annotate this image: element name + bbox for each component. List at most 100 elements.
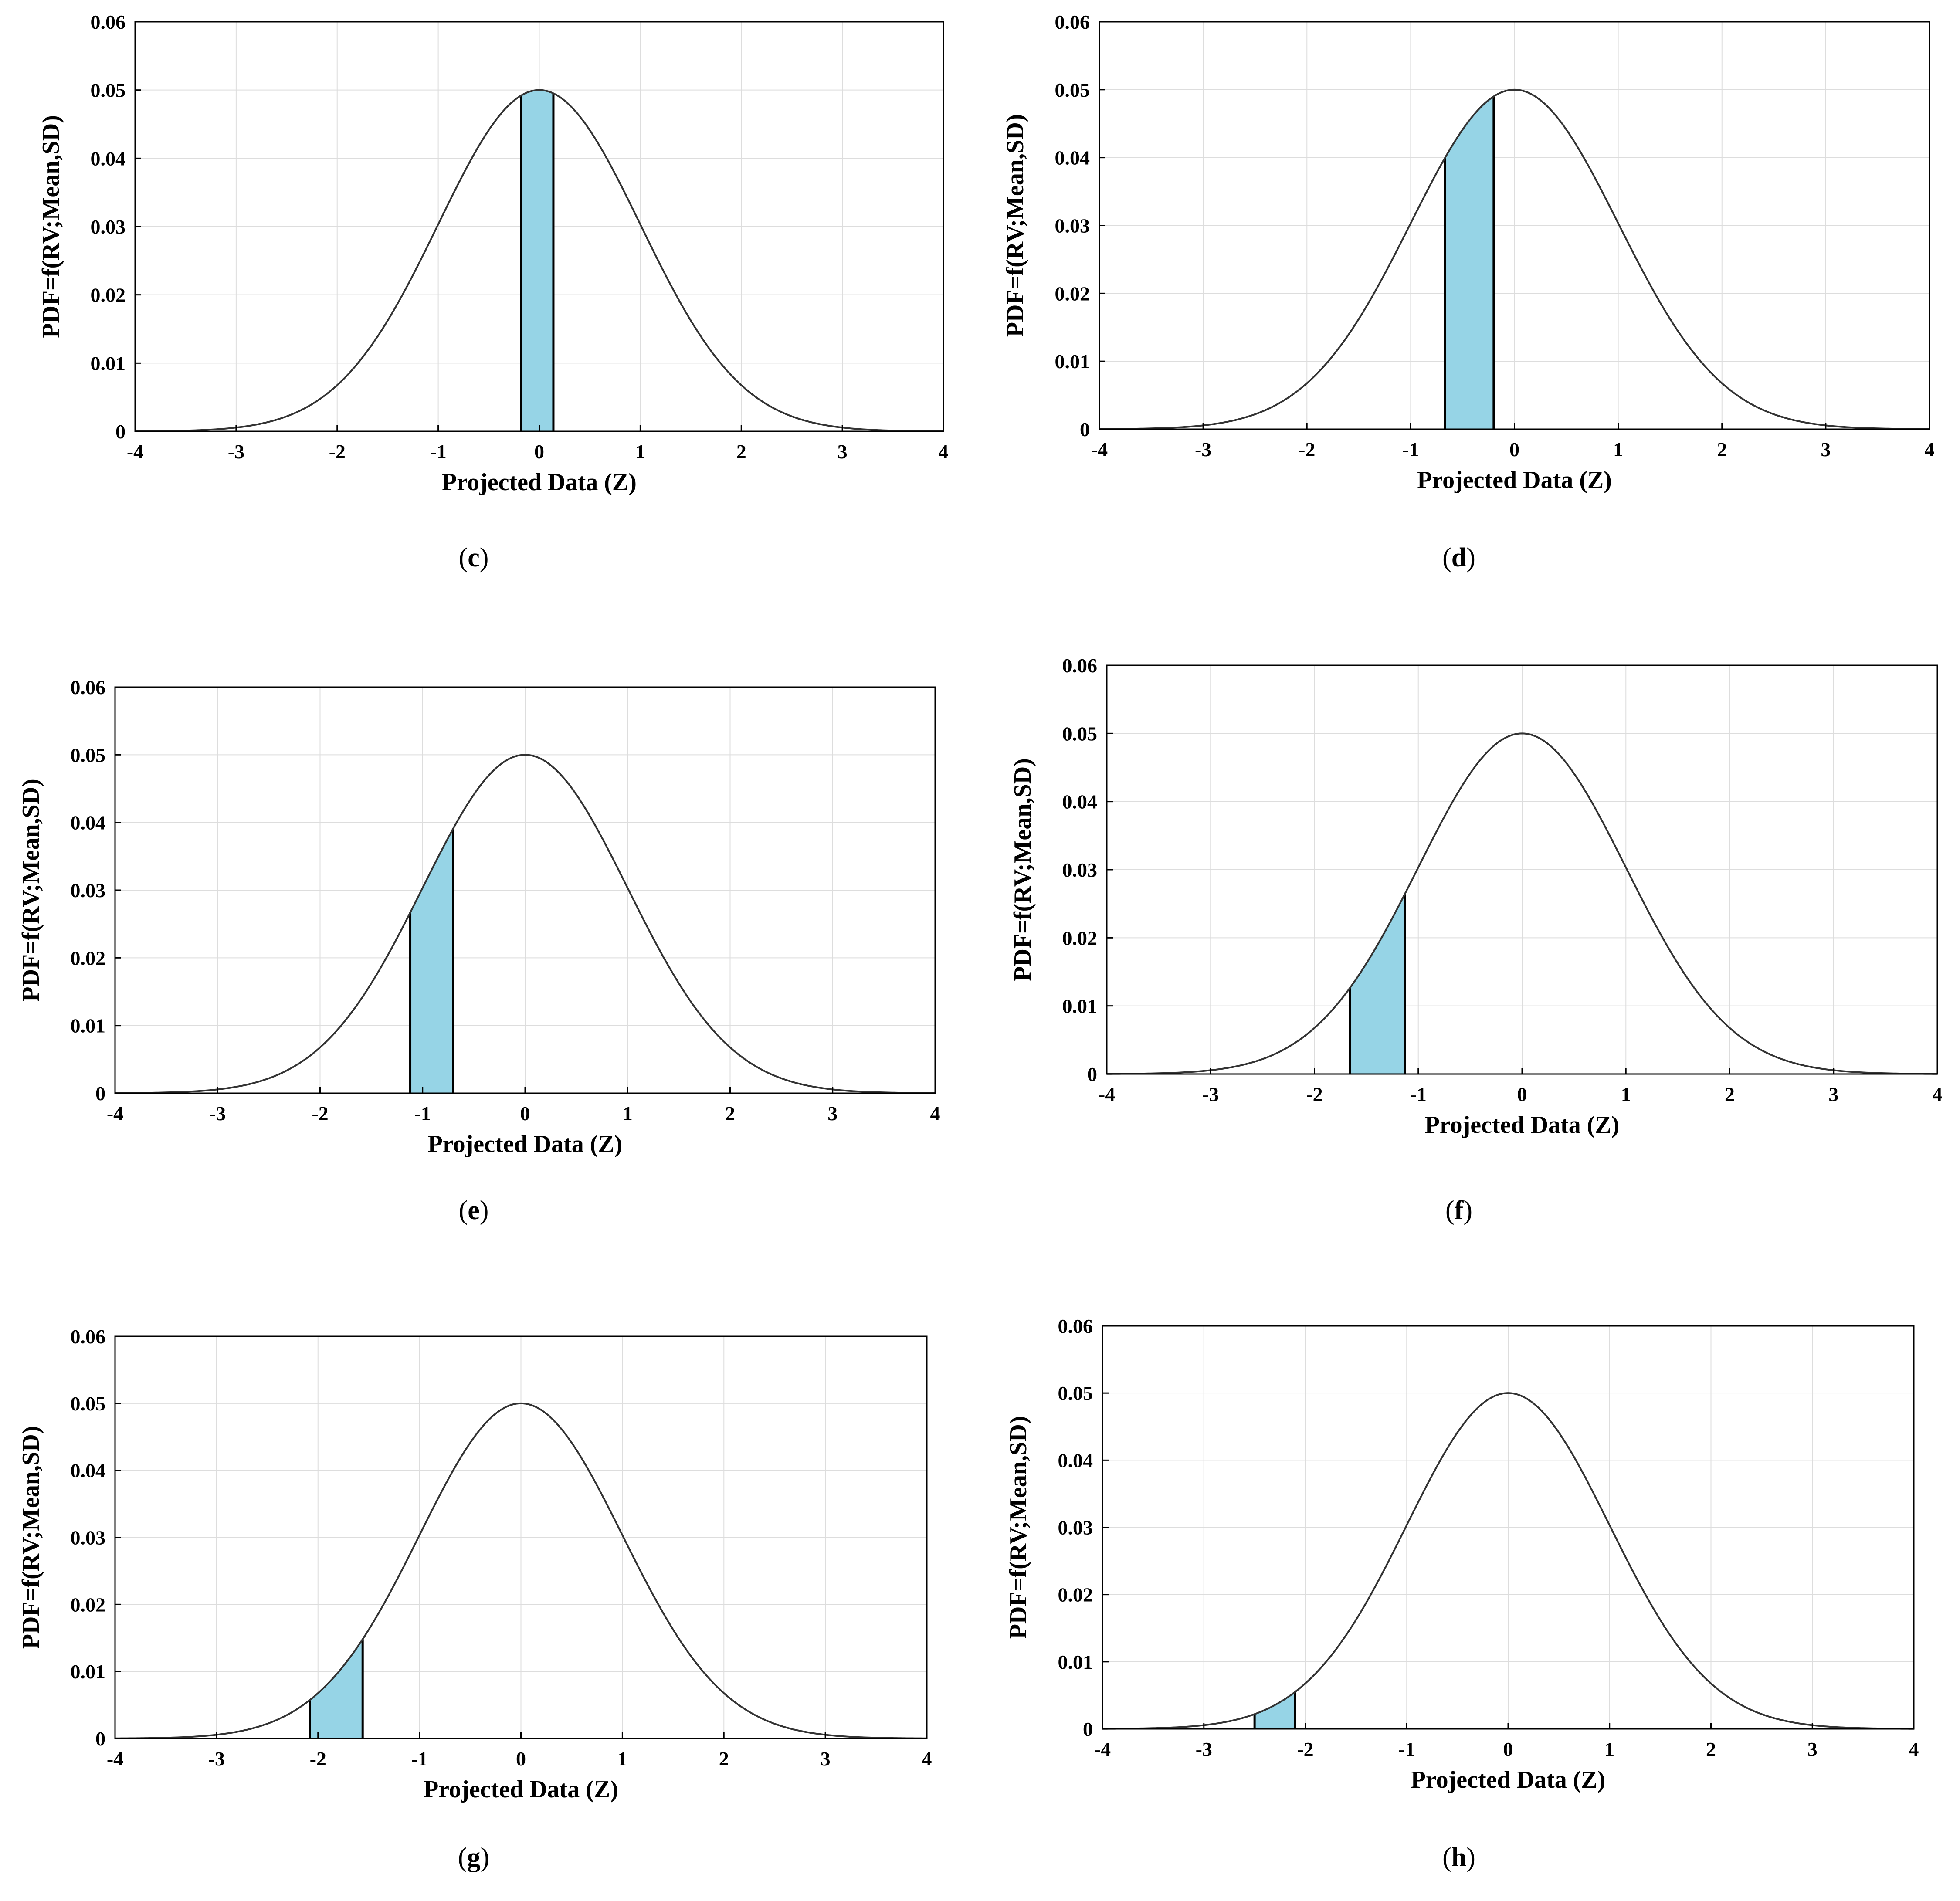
- x-tick-label: 2: [1717, 438, 1727, 461]
- x-tick-label: -3: [209, 1102, 226, 1125]
- chart-panel-g: -4 -3 -2 -1 0 1 2 3 4 0 0.01 0.02 0.03 0.04 0.05 0.06 Pr…: [17, 1325, 932, 1803]
- x-tick-label: 3: [1828, 1083, 1838, 1105]
- y-axis-title: PDF=f(RV;Mean,SD): [1005, 1416, 1032, 1639]
- y-axis-title: PDF=f(RV;Mean,SD): [1009, 758, 1036, 981]
- caption-d: (d): [1442, 543, 1475, 573]
- y-tick-label: 0.04: [1055, 147, 1090, 169]
- x-tick-label: 2: [736, 441, 746, 463]
- x-tick-label: -2: [310, 1748, 326, 1770]
- x-axis-title: Projected Data (Z): [1425, 1111, 1620, 1139]
- y-tick-label: 0.06: [71, 1325, 106, 1348]
- y-tick-label: 0.06: [1055, 11, 1090, 33]
- x-axis-title: Projected Data (Z): [442, 469, 637, 496]
- caption-letter: f: [1454, 1196, 1464, 1225]
- y-tick-label: 0.02: [71, 947, 106, 969]
- caption-letter: h: [1451, 1843, 1467, 1872]
- x-tick-label: 1: [1621, 1083, 1631, 1105]
- x-tick-label: -3: [1196, 1738, 1212, 1760]
- x-tick-label: 4: [939, 441, 949, 463]
- x-tick-label: 3: [1807, 1738, 1818, 1760]
- x-tick-label: 4: [1933, 1083, 1943, 1105]
- chart-svg: -4 -3 -2 -1 0 1 2 3 4 0 0.01 0.02 0.03 0.04 0.05 0.06 Pr…: [1005, 1315, 1919, 1793]
- x-tick-label: -4: [127, 441, 143, 463]
- x-tick-label: 1: [635, 441, 645, 463]
- y-tick-label: 0: [95, 1082, 105, 1105]
- x-tick-label: -3: [228, 441, 244, 463]
- pdf-curve: [1102, 1392, 1914, 1730]
- y-tick-label: 0: [95, 1728, 105, 1750]
- caption-g: (g): [458, 1843, 490, 1872]
- chart-panel-e: -4 -3 -2 -1 0 1 2 3 4 0 0.01 0.02 0.03 0.04 0.05 0.06 Pr…: [17, 676, 940, 1158]
- x-tick-label: 1: [1604, 1738, 1614, 1760]
- y-tick-label: 0.04: [71, 812, 106, 834]
- y-axis-title: PDF=f(RV;Mean,SD): [17, 779, 44, 1002]
- y-tick-label: 0.02: [1055, 282, 1090, 305]
- x-tick-label: -1: [1398, 1738, 1415, 1760]
- x-tick-label: 2: [725, 1102, 735, 1125]
- shaded-interval: [1255, 1692, 1295, 1729]
- x-tick-label: -4: [1099, 1083, 1115, 1105]
- y-axis-title: PDF=f(RV;Mean,SD): [37, 115, 64, 338]
- x-tick-label: -4: [1091, 438, 1108, 461]
- y-tick-label: 0.01: [71, 1015, 106, 1037]
- chart-svg: -4 -3 -2 -1 0 1 2 3 4 0 0.01 0.02 0.03 0.04 0.05 0.06 Pr…: [1002, 11, 1935, 494]
- y-tick-label: 0.03: [71, 879, 106, 901]
- x-tick-label: 4: [922, 1748, 932, 1770]
- x-tick-label: 4: [930, 1102, 940, 1125]
- y-tick-label: 0.04: [1062, 791, 1098, 813]
- chart-panel-c: -4 -3 -2 -1 0 1 2 3 4 0 0.01 0.02 0.03 0.04 0.05 0.06 Pr…: [37, 11, 949, 496]
- pdf-curve: [115, 754, 936, 1094]
- x-tick-label: -1: [411, 1748, 427, 1770]
- x-tick-label: -1: [430, 441, 446, 463]
- x-axis-title: Projected Data (Z): [1417, 467, 1612, 494]
- y-tick-label: 0.03: [91, 216, 126, 238]
- caption-c: (c): [458, 543, 489, 573]
- x-tick-label: -2: [1299, 438, 1315, 461]
- pdf-curve: [1106, 732, 1938, 1075]
- x-tick-label: -2: [1297, 1738, 1313, 1760]
- chart-svg: -4 -3 -2 -1 0 1 2 3 4 0 0.01 0.02 0.03 0.04 0.05 0.06 Pr…: [17, 676, 940, 1158]
- x-axis-title: Projected Data (Z): [1411, 1766, 1606, 1793]
- y-tick-label: 0.05: [91, 79, 126, 102]
- x-tick-label: 4: [1925, 438, 1935, 461]
- x-axis-title: Projected Data (Z): [428, 1131, 623, 1158]
- y-tick-label: 0.05: [1058, 1382, 1093, 1404]
- y-tick-label: 0.03: [1055, 215, 1090, 237]
- shaded-interval: [521, 90, 553, 432]
- x-tick-label: -4: [107, 1102, 123, 1125]
- caption-letter: e: [468, 1196, 480, 1225]
- y-tick-label: 0.03: [1058, 1517, 1093, 1539]
- y-tick-label: 0.05: [71, 1393, 106, 1415]
- x-tick-label: -1: [414, 1102, 431, 1125]
- caption-e: (e): [458, 1196, 489, 1225]
- x-tick-label: -3: [1202, 1083, 1219, 1105]
- y-tick-label: 0.04: [71, 1460, 106, 1482]
- y-axis-title: PDF=f(RV;Mean,SD): [1002, 114, 1029, 337]
- y-tick-label: 0: [1083, 1718, 1093, 1740]
- x-tick-label: 2: [1725, 1083, 1735, 1105]
- pdf-curve: [135, 89, 944, 432]
- y-tick-label: 0.01: [91, 352, 126, 374]
- caption-f: (f): [1445, 1196, 1472, 1225]
- x-tick-label: 2: [1706, 1738, 1716, 1760]
- pdf-curve: [115, 1402, 927, 1739]
- y-tick-label: 0.05: [71, 744, 106, 766]
- y-tick-label: 0.02: [91, 284, 126, 306]
- chart-panel-d: -4 -3 -2 -1 0 1 2 3 4 0 0.01 0.02 0.03 0.04 0.05 0.06 Pr…: [1002, 11, 1935, 494]
- x-tick-label: 4: [1909, 1738, 1919, 1760]
- x-tick-label: 3: [838, 441, 848, 463]
- x-tick-label: -4: [1094, 1738, 1111, 1760]
- y-tick-label: 0.05: [1062, 722, 1098, 745]
- x-axis-title: Projected Data (Z): [424, 1776, 618, 1803]
- chart-panel-h: -4 -3 -2 -1 0 1 2 3 4 0 0.01 0.02 0.03 0.04 0.05 0.06 Pr…: [1005, 1315, 1919, 1793]
- chart-svg: -4 -3 -2 -1 0 1 2 3 4 0 0.01 0.02 0.03 0.04 0.05 0.06 Pr…: [1009, 654, 1943, 1139]
- y-tick-label: 0: [1080, 418, 1090, 441]
- y-tick-label: 0.01: [1055, 350, 1090, 373]
- x-tick-label: -1: [1402, 438, 1419, 461]
- y-tick-label: 0: [115, 420, 125, 443]
- x-tick-label: -2: [329, 441, 346, 463]
- x-tick-label: 0: [520, 1102, 530, 1125]
- y-tick-label: 0: [1087, 1063, 1097, 1085]
- caption-letter: d: [1451, 543, 1467, 573]
- y-tick-label: 0.01: [1058, 1651, 1093, 1673]
